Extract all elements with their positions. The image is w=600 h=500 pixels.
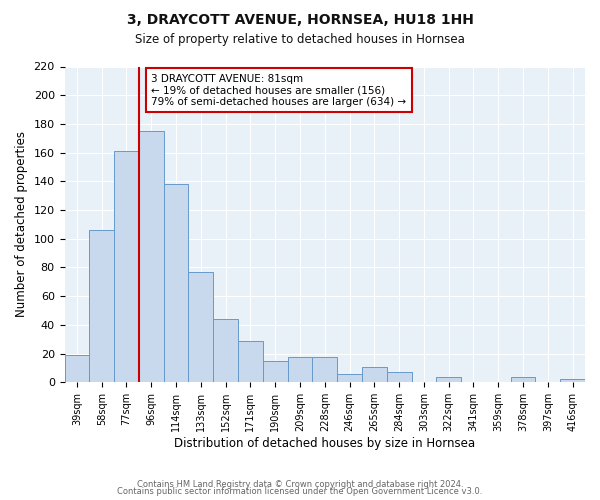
Bar: [387, 372, 412, 382]
X-axis label: Distribution of detached houses by size in Hornsea: Distribution of detached houses by size …: [174, 437, 475, 450]
Bar: [436, 376, 461, 382]
Bar: [263, 361, 287, 382]
Text: 3 DRAYCOTT AVENUE: 81sqm
← 19% of detached houses are smaller (156)
79% of semi-: 3 DRAYCOTT AVENUE: 81sqm ← 19% of detach…: [151, 74, 406, 107]
Text: Size of property relative to detached houses in Hornsea: Size of property relative to detached ho…: [135, 32, 465, 46]
Bar: [65, 355, 89, 382]
Text: 3, DRAYCOTT AVENUE, HORNSEA, HU18 1HH: 3, DRAYCOTT AVENUE, HORNSEA, HU18 1HH: [127, 12, 473, 26]
Bar: [362, 366, 387, 382]
Text: Contains public sector information licensed under the Open Government Licence v3: Contains public sector information licen…: [118, 487, 482, 496]
Bar: [313, 356, 337, 382]
Bar: [287, 356, 313, 382]
Bar: [188, 272, 213, 382]
Bar: [511, 376, 535, 382]
Bar: [213, 319, 238, 382]
Y-axis label: Number of detached properties: Number of detached properties: [15, 132, 28, 318]
Bar: [164, 184, 188, 382]
Bar: [139, 131, 164, 382]
Bar: [560, 380, 585, 382]
Bar: [337, 374, 362, 382]
Text: Contains HM Land Registry data © Crown copyright and database right 2024.: Contains HM Land Registry data © Crown c…: [137, 480, 463, 489]
Bar: [89, 230, 114, 382]
Bar: [238, 340, 263, 382]
Bar: [114, 151, 139, 382]
